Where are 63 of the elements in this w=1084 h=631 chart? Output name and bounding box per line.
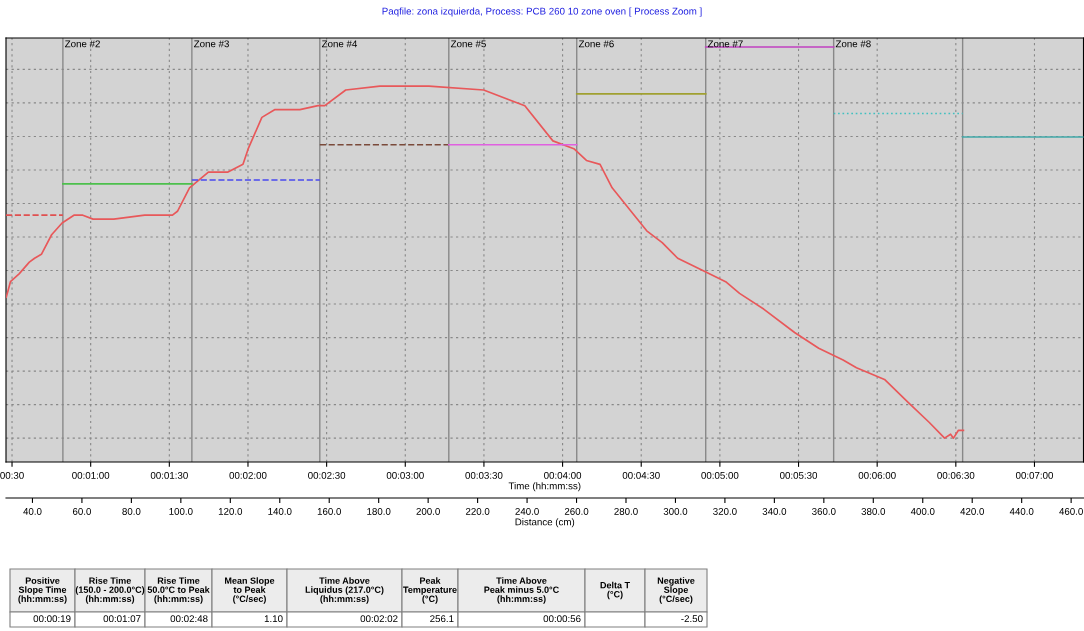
x2-tick-label: 260.0 (564, 508, 589, 515)
x-tick-label: 00:06:30 (937, 471, 975, 479)
x2-tick-label: 140.0 (268, 508, 292, 515)
text: Delta T (°C) (600, 581, 630, 600)
x-axis-title: Time (hh:mm:ss) (508, 482, 581, 492)
text: Negative Slope (°C/sec) (657, 577, 695, 604)
ref-line-label: Zone #4 (321, 40, 358, 48)
x2-tick-label: 420.0 (960, 508, 984, 515)
text: 256.1 (430, 615, 454, 623)
x2-tick-label: 200.0 (416, 508, 440, 515)
text: -2.50 (681, 615, 703, 623)
x2-tick-label: 380.0 (861, 508, 886, 515)
text: Mean Slope to Peak (°C/sec) (225, 577, 275, 604)
x-tick-label: 00:05:00 (701, 471, 739, 479)
x-tick-label: 00:01:30 (150, 471, 188, 479)
ref-line-label: Zone #7 (707, 40, 743, 48)
x2-tick-label: 80.0 (122, 508, 141, 515)
x2-axis-title: Distance (cm) (515, 518, 575, 528)
x-tick-label: 00:01:00 (72, 471, 110, 479)
ref-line-label: Zone #5 (450, 40, 486, 48)
x2-tick-label: 240.0 (515, 508, 539, 515)
text: 00:00:19 (33, 615, 71, 623)
x2-tick-label: 340.0 (762, 508, 787, 515)
ref-line-label: Zone #3 (194, 40, 229, 48)
x2-tick-label: 120.0 (218, 508, 243, 515)
text: Time Above Liquidus (217.0°C) (hh:mm:ss) (305, 577, 384, 604)
text: Time Above Peak minus 5.0°C (hh:mm:ss) (484, 577, 559, 604)
x2-tick-label: 220.0 (465, 508, 490, 515)
x2-tick-label: 320.0 (713, 508, 737, 515)
text: Rise Time (150.0 - 200.0°C) (hh:mm:ss) (75, 577, 145, 604)
chart-title: Paqfile: zona izquierda, Process: PCB 260 10 zone oven [ Process Zoom ] (382, 7, 702, 17)
x2-tick-label: 180.0 (367, 508, 391, 515)
text: Positive Slope Time (hh:mm:ss) (18, 577, 67, 604)
x-tick-label: 00:04:30 (622, 471, 660, 479)
text: 00:00:56 (543, 615, 581, 623)
ref-line-label: Zone #6 (578, 40, 614, 48)
text: Rise Time 50.0°C to Peak (hh:mm:ss) (147, 577, 210, 604)
text: Peak Temperature (°C) (403, 577, 457, 604)
x2-tick-label: 160.0 (317, 508, 342, 515)
text: 00:01:07 (103, 615, 141, 623)
x-tick-label: 00:03:30 (465, 471, 503, 479)
x-tick-label: 00:04:00 (544, 471, 582, 479)
x2-tick-label: 400.0 (910, 508, 935, 515)
x2-tick-label: 60.0 (72, 508, 91, 515)
text: 1.10 (264, 615, 283, 623)
x-tick-label: 00:07:00 (1015, 471, 1054, 479)
x-tick-label: 00:02:30 (308, 471, 346, 479)
x2-tick-label: 100.0 (169, 508, 193, 515)
x2-tick-label: 440.0 (1009, 508, 1034, 515)
x2-tick-label: 360.0 (812, 508, 836, 515)
x-tick-label: 00:03:00 (386, 471, 424, 479)
ref-line-label: Zone #2 (65, 40, 100, 48)
x-tick-label: 00:30 (0, 471, 24, 479)
text: 00:02:02 (360, 615, 398, 623)
x-tick-label: 00:05:30 (779, 471, 818, 479)
text: 00:02:48 (170, 615, 208, 623)
x2-tick-label: 40.0 (23, 508, 42, 515)
x2-tick-label: 460.0 (1059, 508, 1083, 515)
ref-line-label: Zone #8 (835, 40, 871, 48)
x-tick-label: 00:02:00 (229, 471, 267, 479)
x2-tick-label: 300.0 (663, 508, 688, 515)
x2-tick-label: 280.0 (614, 508, 638, 515)
x-tick-label: 00:06:00 (858, 471, 896, 479)
